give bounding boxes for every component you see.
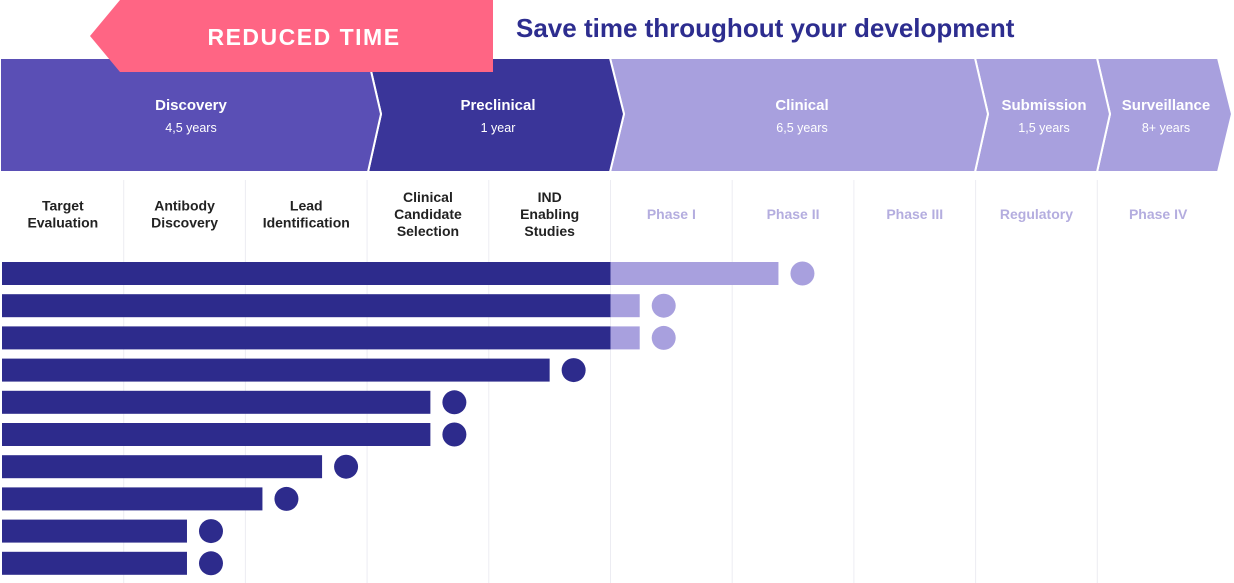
bar-end-dot [442, 422, 467, 447]
bar-end-dot [274, 486, 299, 511]
bar-end-dot [334, 454, 359, 479]
bar-end-dot [198, 551, 223, 576]
stage-band: Discovery 4,5 years Preclinical 1 year C… [0, 57, 1234, 173]
column-header-line: IND [538, 189, 562, 205]
clinical-bar [610, 326, 640, 350]
column-header-line: Phase III [886, 206, 943, 222]
column-header-line: Phase II [767, 206, 820, 222]
column-header-line: Target [42, 198, 84, 214]
bar-end-dot [790, 261, 815, 286]
stage-preclinical-name: Preclinical [460, 97, 535, 114]
stage-clinical-duration: 6,5 years [776, 121, 827, 135]
column-header-line: Candidate [394, 206, 462, 222]
column-grid [123, 180, 1098, 583]
progress-bars [2, 257, 819, 580]
stage-submission-name: Submission [1001, 97, 1086, 114]
stage-clinical-name: Clinical [775, 97, 828, 114]
stage-discovery-duration: 4,5 years [165, 121, 216, 135]
preclinical-bar [2, 390, 431, 414]
discovery-chevron [0, 57, 383, 173]
preclinical-bar [2, 294, 611, 318]
page-heading: Save time throughout your development [516, 13, 1015, 43]
preclinical-bar [2, 455, 323, 479]
preclinical-bar [2, 423, 431, 446]
column-header-line: Selection [397, 223, 459, 239]
preclinical-bar [2, 262, 611, 285]
preclinical-bar [2, 326, 611, 350]
stage-surveillance-duration: 8+ years [1142, 121, 1190, 135]
bar-end-dot [651, 325, 676, 350]
column-header-line: Studies [524, 223, 575, 239]
preclinical-bar [2, 358, 550, 382]
preclinical-chevron [366, 57, 626, 173]
preclinical-bar [2, 519, 187, 543]
stage-preclinical-duration: 1 year [481, 121, 516, 135]
bar-end-dot [442, 390, 467, 415]
bar-end-dot [561, 358, 586, 383]
preclinical-bar [2, 487, 263, 511]
column-header-line: Evaluation [27, 215, 98, 231]
stage-submission-duration: 1,5 years [1018, 121, 1069, 135]
bar-end-dot [651, 293, 676, 318]
clinical-bar [610, 294, 640, 318]
bar-end-dot [198, 519, 223, 544]
clinical-chevron [608, 57, 990, 173]
column-header-line: Identification [263, 215, 350, 231]
reduced-time-banner [90, 0, 493, 72]
column-header-line: Lead [290, 198, 323, 214]
preclinical-bar [2, 551, 187, 575]
reduced-time-label: REDUCED TIME [207, 24, 400, 50]
stage-surveillance-name: Surveillance [1122, 97, 1210, 114]
column-header-line: Enabling [520, 206, 579, 222]
column-header-line: Phase I [647, 206, 696, 222]
column-header-line: Phase IV [1129, 206, 1188, 222]
surveillance-chevron [1095, 57, 1234, 173]
stage-discovery-name: Discovery [155, 97, 227, 114]
submission-chevron [973, 57, 1112, 173]
clinical-bar [610, 262, 779, 285]
column-header-line: Clinical [403, 189, 453, 205]
column-header-line: Regulatory [1000, 206, 1073, 222]
column-header-line: Discovery [151, 215, 218, 231]
column-header-line: Antibody [154, 198, 215, 214]
